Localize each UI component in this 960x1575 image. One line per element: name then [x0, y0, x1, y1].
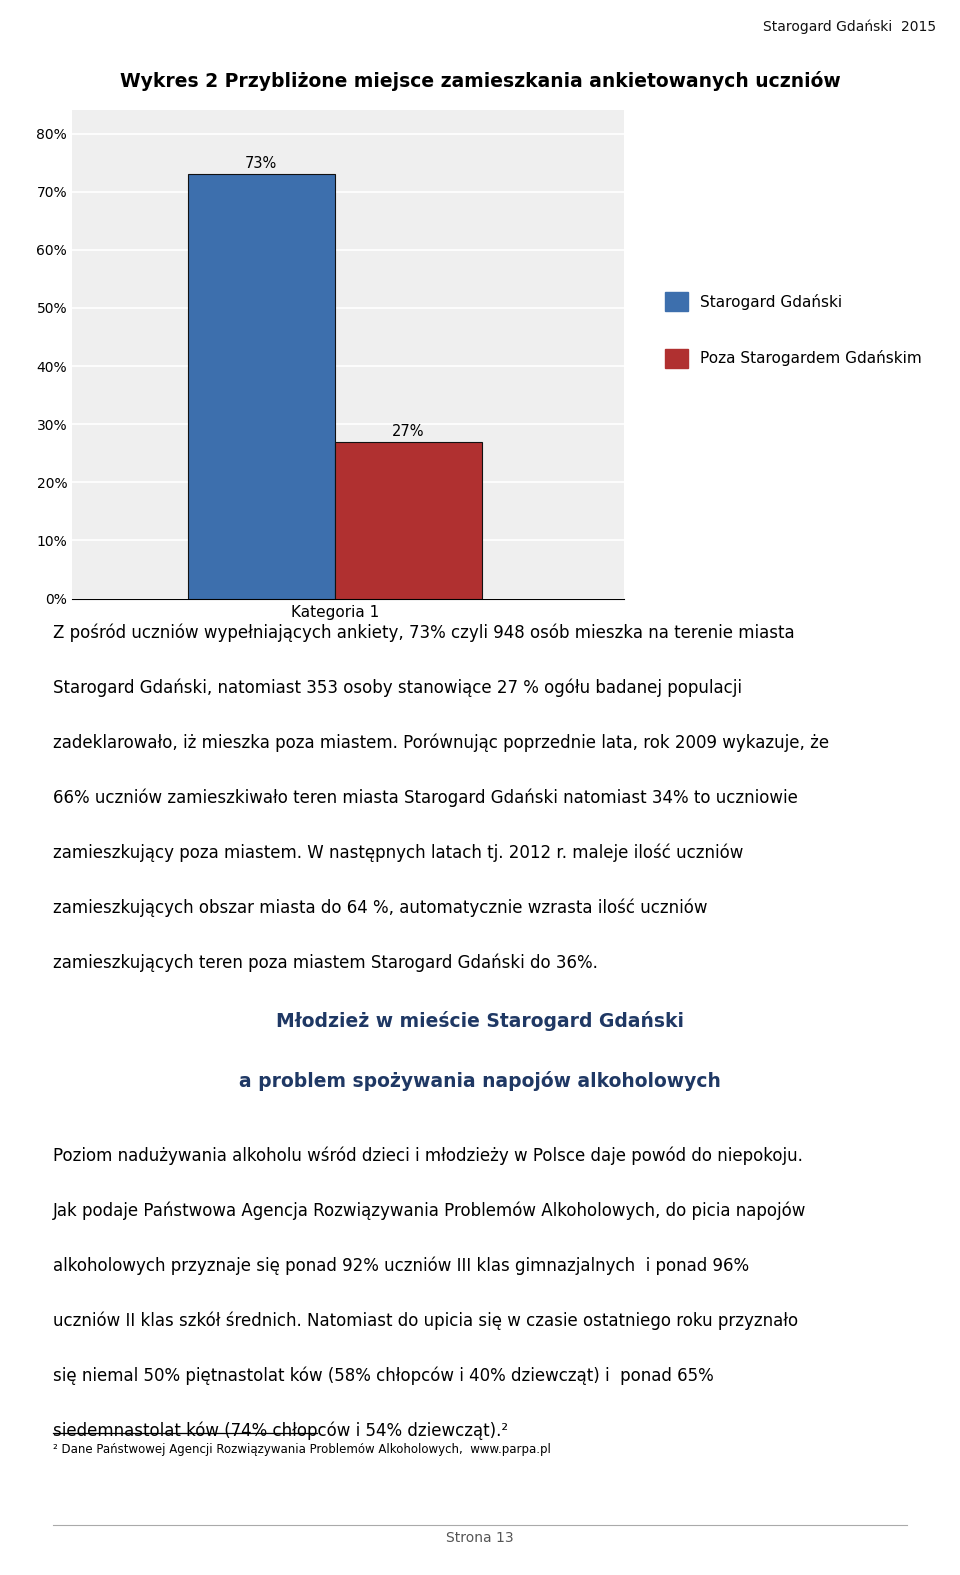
Text: 73%: 73%	[245, 156, 277, 172]
Text: alkoholowych przyznaje się ponad 92% uczniów III klas gimnazjalnych  i ponad 96%: alkoholowych przyznaje się ponad 92% ucz…	[53, 1257, 749, 1276]
Text: Z pośród uczniów wypełniających ankiety, 73% czyli 948 osób mieszka na terenie m: Z pośród uczniów wypełniających ankiety,…	[53, 624, 795, 643]
Text: Poziom nadużywania alkoholu wśród dzieci i młodzieży w Polsce daje powód do niep: Poziom nadużywania alkoholu wśród dzieci…	[53, 1147, 803, 1166]
Text: ² Dane Państwowej Agencji Rozwiązywania Problemów Alkoholowych,  www.parpa.pl: ² Dane Państwowej Agencji Rozwiązywania …	[53, 1443, 551, 1455]
Text: a problem spożywania napojów alkoholowych: a problem spożywania napojów alkoholowyc…	[239, 1071, 721, 1091]
Text: uczniów II klas szkół średnich. Natomiast do upicia się w czasie ostatniego roku: uczniów II klas szkół średnich. Natomias…	[53, 1312, 798, 1329]
Bar	[187, 175, 335, 598]
Legend: Starogard Gdański, Poza Starogardem Gdańskim: Starogard Gdański, Poza Starogardem Gdań…	[660, 287, 928, 373]
Text: zamieszkujący poza miastem. W następnych latach tj. 2012 r. maleje ilość uczniów: zamieszkujący poza miastem. W następnych…	[53, 844, 743, 862]
Bar	[335, 441, 482, 598]
Text: Starogard Gdański, natomiast 353 osoby stanowiące 27 % ogółu badanej populacji: Starogard Gdański, natomiast 353 osoby s…	[53, 679, 742, 698]
Text: Młodzież w mieście Starogard Gdański: Młodzież w mieście Starogard Gdański	[276, 1011, 684, 1032]
Text: 27%: 27%	[393, 424, 424, 439]
Text: się niemal 50% piętnastolat ków (58% chłopców i 40% dziewcząt) i  ponad 65%: się niemal 50% piętnastolat ków (58% chł…	[53, 1367, 713, 1384]
Text: Strona 13: Strona 13	[446, 1531, 514, 1545]
Text: zamieszkujących obszar miasta do 64 %, automatycznie wzrasta ilość uczniów: zamieszkujących obszar miasta do 64 %, a…	[53, 898, 708, 917]
Text: siedemnastolat ków (74% chłopców i 54% dziewcząt).²: siedemnastolat ków (74% chłopców i 54% d…	[53, 1421, 508, 1440]
Text: Starogard Gdański  2015: Starogard Gdański 2015	[763, 19, 936, 35]
Text: Jak podaje Państwowa Agencja Rozwiązywania Problemów Alkoholowych, do picia napo: Jak podaje Państwowa Agencja Rozwiązywan…	[53, 1202, 806, 1221]
Text: zamieszkujących teren poza miastem Starogard Gdański do 36%.: zamieszkujących teren poza miastem Staro…	[53, 953, 598, 972]
Text: Wykres 2 Przybliżone miejsce zamieszkania ankietowanych uczniów: Wykres 2 Przybliżone miejsce zamieszkani…	[120, 71, 840, 91]
Text: zadeklarowało, iż mieszka poza miastem. Porównując poprzednie lata, rok 2009 wyk: zadeklarowało, iż mieszka poza miastem. …	[53, 734, 828, 753]
Text: 66% uczniów zamieszkiwało teren miasta Starogard Gdański natomiast 34% to ucznio: 66% uczniów zamieszkiwało teren miasta S…	[53, 789, 798, 806]
